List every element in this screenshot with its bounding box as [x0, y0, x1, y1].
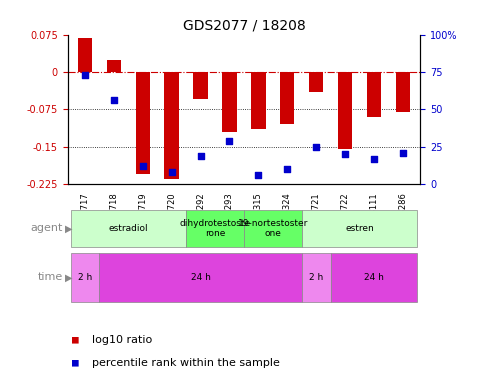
Bar: [164, 72, 179, 179]
Bar: [302, 210, 417, 247]
Text: 24 h: 24 h: [191, 273, 211, 282]
Bar: [99, 253, 302, 302]
Text: 2 h: 2 h: [309, 273, 323, 282]
Bar: [396, 72, 410, 112]
Point: [139, 163, 147, 169]
Point: [226, 138, 233, 144]
Text: agent: agent: [30, 223, 63, 233]
Bar: [222, 72, 237, 132]
Text: percentile rank within the sample: percentile rank within the sample: [92, 358, 280, 368]
Bar: [186, 210, 244, 247]
Point: [370, 156, 378, 162]
Text: 24 h: 24 h: [364, 273, 384, 282]
Bar: [367, 72, 381, 117]
Bar: [107, 60, 121, 72]
Text: dihydrotestoste
rone: dihydrotestoste rone: [180, 219, 251, 238]
Point: [81, 72, 89, 78]
Bar: [244, 210, 302, 247]
Point: [197, 153, 204, 159]
Text: 2 h: 2 h: [78, 273, 92, 282]
Bar: [193, 72, 208, 99]
Bar: [302, 253, 331, 302]
Point: [168, 169, 175, 175]
Text: estren: estren: [345, 224, 374, 233]
Point: [313, 144, 320, 150]
Bar: [251, 72, 266, 129]
Bar: [78, 38, 92, 72]
Title: GDS2077 / 18208: GDS2077 / 18208: [183, 18, 305, 32]
Text: ■: ■: [72, 358, 86, 368]
Point: [341, 151, 349, 157]
Text: ▶: ▶: [65, 272, 73, 283]
Text: estradiol: estradiol: [109, 224, 148, 233]
Point: [284, 166, 291, 172]
Bar: [136, 72, 150, 174]
Text: 19-nortestoster
one: 19-nortestoster one: [238, 219, 308, 238]
Bar: [331, 253, 417, 302]
Text: log10 ratio: log10 ratio: [92, 335, 152, 345]
Bar: [71, 253, 99, 302]
Text: time: time: [38, 272, 63, 283]
Text: ■: ■: [72, 335, 86, 345]
Bar: [71, 210, 186, 247]
Point: [110, 98, 118, 104]
Text: ▶: ▶: [65, 223, 73, 233]
Bar: [338, 72, 352, 149]
Bar: [309, 72, 324, 92]
Point: [255, 172, 262, 179]
Bar: [280, 72, 295, 124]
Point: [399, 150, 407, 156]
